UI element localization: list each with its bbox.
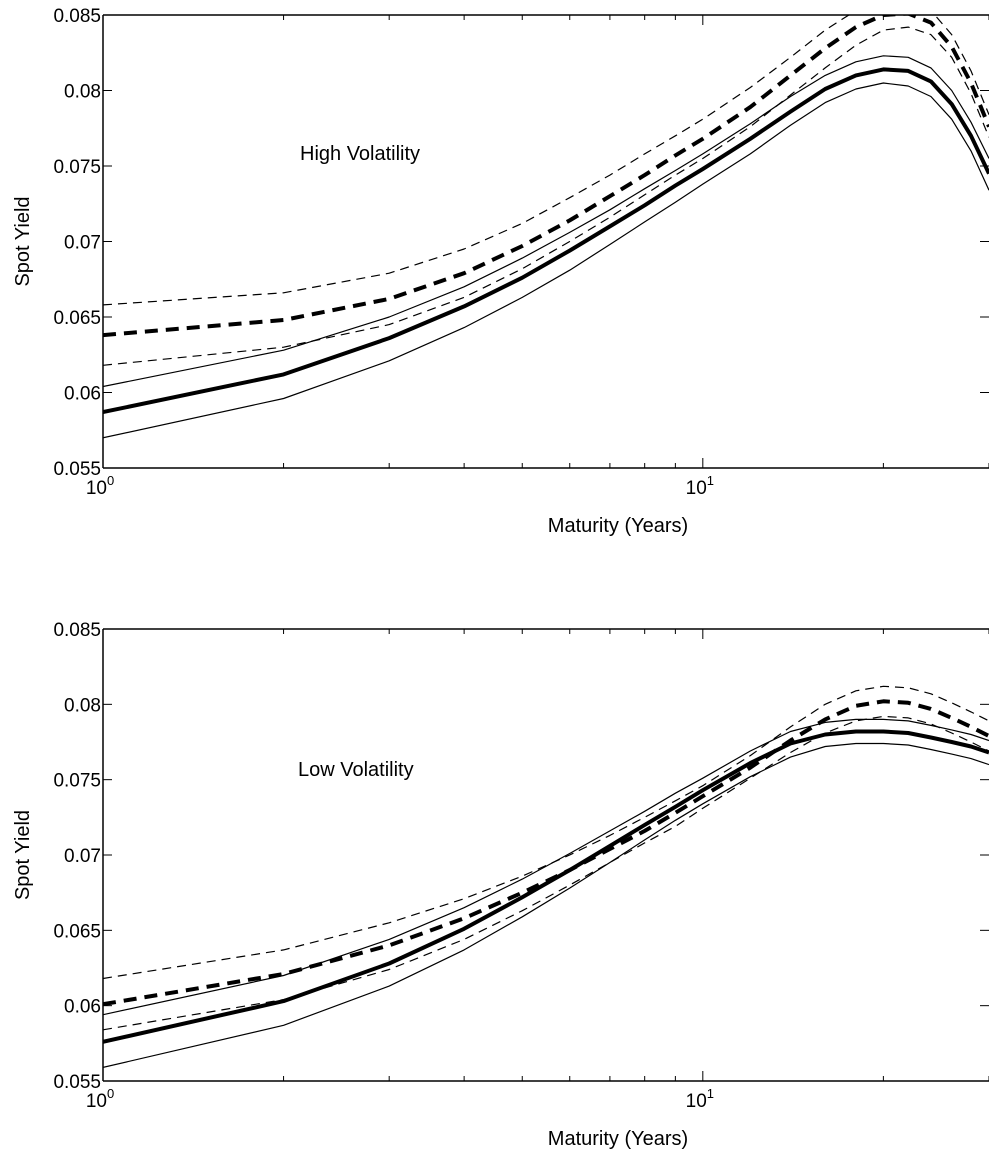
y-tick-label: 0.055 [53,459,101,480]
y-tick-label: 0.08 [64,82,101,103]
y-axis-label: Spot Yield [12,810,34,900]
series-line-4 [103,699,989,1007]
x-tick-label: 101 [686,1086,714,1112]
series-line-5 [103,15,989,306]
x-tick-label: 101 [686,473,714,499]
y-tick-label: 0.08 [64,695,101,716]
volatility-annotation: High Volatility [300,143,420,165]
x-axis-label: Maturity (Years) [548,1128,688,1150]
series-line-2 [103,55,989,388]
y-tick-label: 0.075 [53,771,101,792]
series-line-3 [103,82,989,439]
series-line-4 [103,15,989,338]
y-axis-label: Spot Yield [12,196,34,286]
x-axis-label: Maturity (Years) [548,515,688,537]
y-tick-label: 0.085 [53,620,101,641]
y-tick-label: 0.07 [64,233,101,254]
series-line-1 [103,67,989,415]
series-group [103,685,989,1068]
series-line-5 [103,685,989,980]
series-line-3 [103,742,989,1068]
y-tick-label: 0.065 [53,921,101,942]
x-tick-label: 100 [86,1086,114,1112]
series-line-1 [103,729,989,1044]
y-tick-label: 0.07 [64,846,101,867]
y-tick-label: 0.06 [64,384,101,405]
series-group [103,15,989,439]
y-tick-label: 0.075 [53,157,101,178]
y-tick-label: 0.055 [53,1072,101,1093]
y-tick-label: 0.065 [53,308,101,329]
x-tick-label: 100 [86,473,114,499]
series-line-6 [103,26,989,366]
series-line-2 [103,718,989,1016]
volatility-annotation: Low Volatility [298,759,414,781]
y-tick-label: 0.085 [53,6,101,27]
chart-panel-1: 0.055 0.06 0.065 0.07 0.075 0.08 0.085 100 101 Ma… [12,6,989,537]
y-tick-label: 0.06 [64,997,101,1018]
chart-panel-2: 0.055 0.06 0.065 0.07 0.075 0.08 0.085 100 101 Ma… [12,620,989,1150]
